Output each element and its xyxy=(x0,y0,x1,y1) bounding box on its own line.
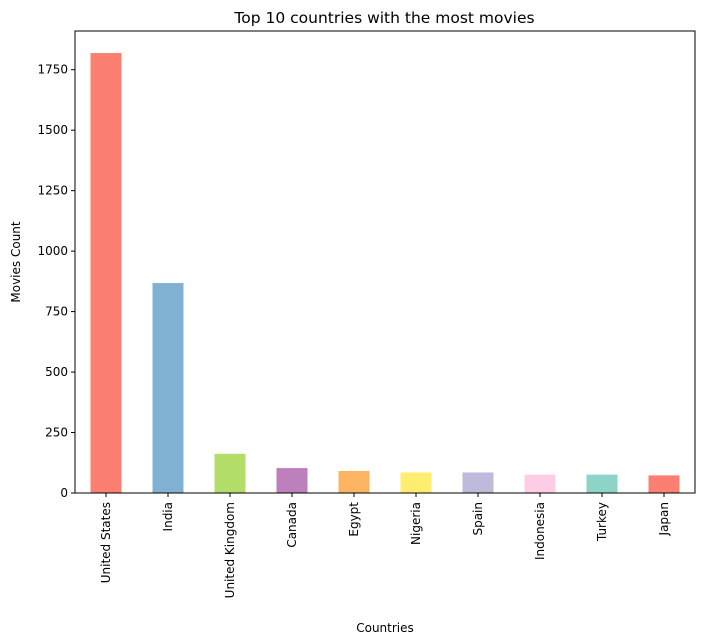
x-tick-label: Canada xyxy=(285,502,299,548)
x-tick-label: Spain xyxy=(471,502,485,536)
y-tick-label: 1750 xyxy=(37,63,68,77)
bar-egypt xyxy=(338,470,370,493)
x-tick-label: Nigeria xyxy=(409,502,423,545)
x-tick-label: United States xyxy=(99,502,113,583)
x-tick-label: Indonesia xyxy=(533,502,547,560)
plot-frame xyxy=(74,30,696,494)
bar-japan xyxy=(648,475,680,493)
x-tick-label: Turkey xyxy=(595,502,609,542)
chart-title: Top 10 countries with the most movies xyxy=(233,9,534,27)
bar-indonesia xyxy=(524,474,556,493)
bar-turkey xyxy=(586,474,618,493)
x-tick-label: Egypt xyxy=(347,502,361,537)
y-tick-label: 1500 xyxy=(37,123,68,137)
y-tick-label: 1000 xyxy=(37,244,68,258)
bar-canada xyxy=(276,468,308,493)
x-tick-label: India xyxy=(161,502,175,531)
x-axis-label: Countries xyxy=(356,621,414,635)
bar-nigeria xyxy=(400,472,432,493)
y-tick-label: 500 xyxy=(45,365,68,379)
y-axis-label: Movies Count xyxy=(9,221,23,303)
bar-united-kingdom xyxy=(214,453,246,493)
y-tick-label: 0 xyxy=(60,486,68,500)
x-tick-label: Japan xyxy=(657,502,671,536)
y-tick-label: 1250 xyxy=(37,184,68,198)
bar-spain xyxy=(462,472,494,493)
bar-united-states xyxy=(90,53,122,494)
bars-layer xyxy=(90,53,680,494)
y-axis: 0 250 500 750 1000 1250 1500 1750 xyxy=(37,63,75,500)
y-tick-label: 750 xyxy=(45,305,68,319)
x-axis: United States India United Kingdom Canada Eg… xyxy=(99,493,671,598)
y-tick-label: 250 xyxy=(45,426,68,440)
bar-india xyxy=(152,283,184,493)
x-tick-label: United Kingdom xyxy=(223,502,237,598)
